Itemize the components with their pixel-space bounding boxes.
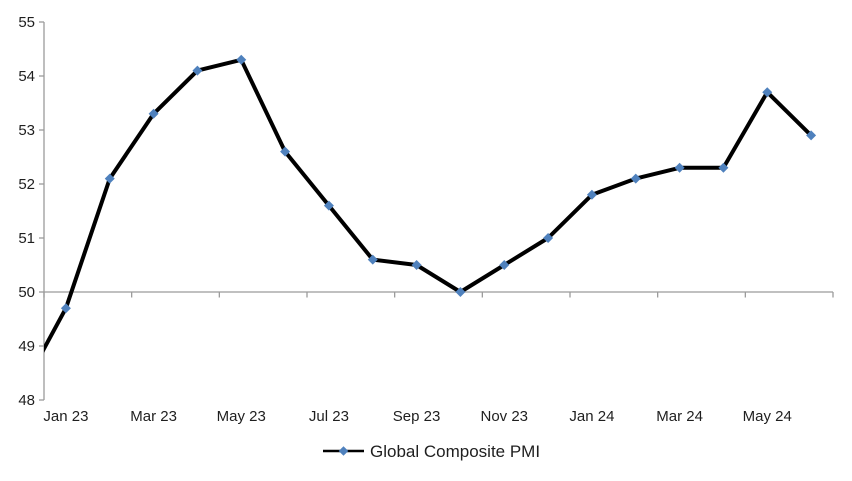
x-tick-label: Mar 24 — [656, 408, 703, 425]
data-point-marker — [718, 162, 729, 173]
data-point-marker — [236, 54, 247, 65]
data-point-marker — [499, 260, 510, 270]
data-point-marker — [323, 200, 334, 211]
series-line — [44, 57, 814, 353]
y-axis: 48 49 50 51 52 53 54 55 — [18, 14, 45, 409]
y-tick-label: 50 — [18, 284, 35, 301]
series-global-composite-pmi — [44, 54, 817, 353]
data-point-marker — [104, 173, 115, 184]
y-tick-label: 49 — [18, 338, 35, 355]
x-axis: Jan 23 Mar 23 May 23 Jul 23 Sep 23 Nov 23 Jan … — [43, 291, 834, 425]
x-tick-label: Sep 23 — [393, 408, 441, 425]
x-tick-label: May 23 — [217, 408, 266, 425]
x-tick-label: May 24 — [743, 408, 792, 425]
x-tick-label: Mar 23 — [130, 408, 177, 425]
data-point-marker — [60, 303, 71, 314]
x-tick-label: Jul 23 — [309, 408, 349, 425]
y-tick-label: 55 — [18, 14, 35, 31]
data-point-marker — [192, 65, 203, 76]
data-point-marker — [674, 162, 685, 173]
data-point-marker — [148, 108, 159, 119]
legend-label: Global Composite PMI — [370, 442, 540, 461]
data-point-marker — [806, 130, 817, 141]
y-tick-label: 53 — [18, 122, 35, 139]
x-tick-label: Jan 24 — [569, 408, 614, 425]
legend: Global Composite PMI — [323, 442, 540, 461]
data-point-marker — [586, 189, 597, 200]
data-point-marker — [280, 146, 291, 157]
legend-diamond-marker-icon — [338, 446, 349, 456]
y-tick-label: 51 — [18, 230, 35, 247]
y-tick-label: 48 — [18, 392, 35, 409]
x-tick-label: Jan 23 — [43, 408, 88, 425]
data-point-marker — [367, 254, 378, 265]
data-point-marker — [630, 173, 641, 184]
data-point-marker — [543, 233, 554, 243]
data-point-marker — [455, 287, 466, 297]
y-tick-label: 54 — [18, 68, 35, 85]
x-tick-label: Nov 23 — [480, 408, 528, 425]
data-point-marker — [411, 260, 422, 270]
data-point-marker — [762, 87, 773, 98]
y-tick-label: 52 — [18, 176, 35, 193]
